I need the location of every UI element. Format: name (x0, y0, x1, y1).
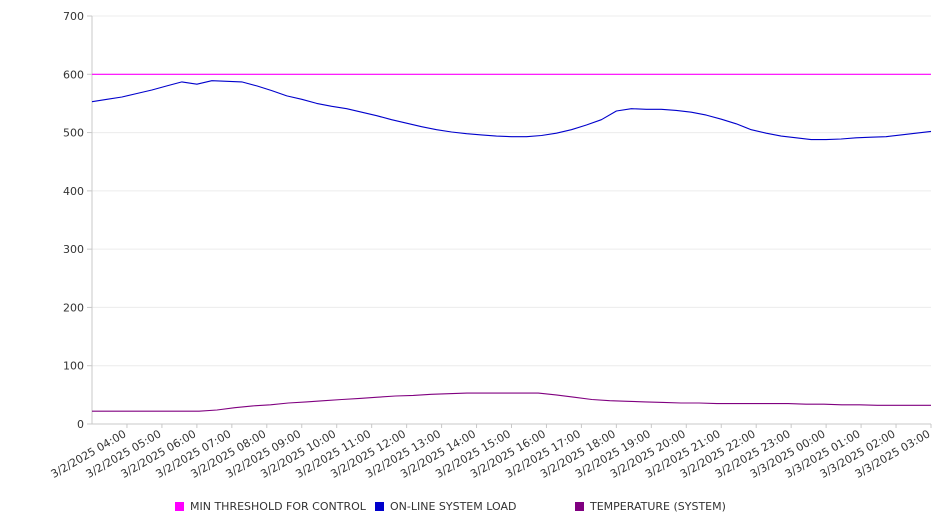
y-tick-label: 600 (63, 68, 84, 81)
y-tick-labels: 0 100 200 300 400 500 600 700 (63, 10, 92, 431)
legend-item-system-load[interactable]: ON-LINE SYSTEM LOAD (375, 500, 575, 513)
legend-item-temperature[interactable]: TEMPERATURE (SYSTEM) (575, 500, 726, 513)
legend-swatch-system-load (375, 501, 384, 511)
y-tick-label: 0 (77, 418, 84, 431)
y-tick-label: 500 (63, 127, 84, 140)
y-gridlines (92, 15, 931, 367)
legend-label-min-threshold: MIN THRESHOLD FOR CONTROL (190, 499, 366, 513)
x-tick-labels: 3/2/2025 04:003/2/2025 05:003/2/2025 06:… (49, 424, 933, 481)
legend-label-system-load: ON-LINE SYSTEM LOAD (390, 499, 517, 513)
legend-swatch-min-threshold (175, 501, 184, 511)
series-lines (91, 73, 932, 412)
series-line-system-load (91, 80, 932, 141)
legend-item-min-threshold[interactable]: MIN THRESHOLD FOR CONTROL (175, 500, 375, 513)
y-tick-label: 200 (63, 301, 84, 314)
legend: MIN THRESHOLD FOR CONTROL ON-LINE SYSTEM… (175, 498, 726, 514)
y-tick-label: 100 (63, 360, 84, 373)
y-tick-label: 700 (63, 10, 84, 23)
y-tick-label: 400 (63, 185, 84, 198)
series-line-temperature (92, 392, 931, 412)
legend-swatch-temperature (575, 501, 584, 511)
legend-label-temperature: TEMPERATURE (SYSTEM) (590, 499, 726, 513)
y-tick-label: 300 (63, 243, 84, 256)
